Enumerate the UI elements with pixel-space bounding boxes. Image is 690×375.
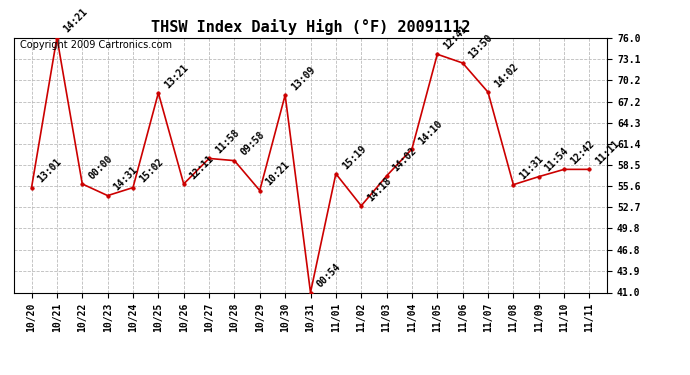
Text: 09:58: 09:58 <box>239 130 266 158</box>
Text: 13:09: 13:09 <box>289 64 317 92</box>
Text: 14:31: 14:31 <box>112 165 139 193</box>
Text: 14:10: 14:10 <box>416 118 444 146</box>
Text: 15:19: 15:19 <box>340 143 368 171</box>
Text: 12:41: 12:41 <box>442 24 469 51</box>
Text: 11:31: 11:31 <box>518 154 545 182</box>
Text: 13:01: 13:01 <box>36 157 63 185</box>
Title: THSW Index Daily High (°F) 20091112: THSW Index Daily High (°F) 20091112 <box>151 19 470 35</box>
Text: 00:54: 00:54 <box>315 262 342 290</box>
Text: Copyright 2009 Cartronics.com: Copyright 2009 Cartronics.com <box>20 40 172 50</box>
Text: 14:21: 14:21 <box>61 7 89 35</box>
Text: 14:02: 14:02 <box>391 145 419 173</box>
Text: 11:54: 11:54 <box>543 146 571 174</box>
Text: 12:42: 12:42 <box>569 139 596 166</box>
Text: 11:58: 11:58 <box>213 128 241 156</box>
Text: 00:00: 00:00 <box>86 153 115 181</box>
Text: 14:02: 14:02 <box>492 62 520 89</box>
Text: 15:02: 15:02 <box>137 157 165 185</box>
Text: 13:50: 13:50 <box>467 32 495 60</box>
Text: 13:21: 13:21 <box>163 62 190 90</box>
Text: 10:21: 10:21 <box>264 160 292 188</box>
Text: 11:11: 11:11 <box>593 139 622 166</box>
Text: 12:11: 12:11 <box>188 153 216 181</box>
Text: 14:18: 14:18 <box>366 175 393 203</box>
